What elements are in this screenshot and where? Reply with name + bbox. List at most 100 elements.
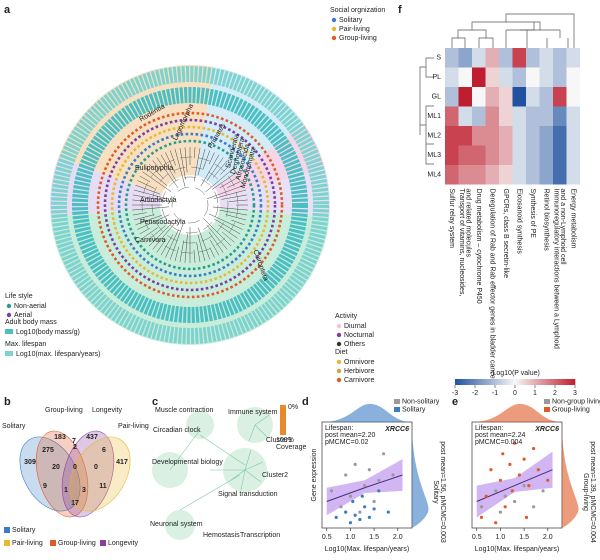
point (344, 510, 348, 514)
point (386, 510, 390, 514)
heat-cell (472, 48, 486, 68)
point (546, 478, 550, 482)
panel-label: c (152, 396, 158, 408)
branch (152, 160, 162, 172)
legend-item: Group-living (552, 406, 590, 413)
x-tick-label: 1.5 (519, 534, 529, 541)
heat-cell (553, 106, 567, 126)
annotation: post mean=2.20 (325, 432, 376, 439)
colorbar-step (565, 379, 568, 385)
venn-count: 6 (102, 447, 106, 454)
colorbar-step (493, 379, 496, 385)
panel-label: d (302, 396, 309, 408)
colorbar-step (537, 379, 540, 385)
venn-count: 437 (86, 434, 98, 441)
heat-cell (445, 126, 459, 146)
heat-cell (445, 67, 459, 87)
colorbar-tick-label: -3 (452, 390, 458, 397)
branch (222, 231, 235, 243)
legend-swatch (394, 399, 400, 404)
colorbar-step (559, 379, 562, 385)
network-graphics (152, 405, 286, 540)
branch (139, 227, 151, 235)
legend-item: Pair-living (12, 540, 43, 547)
point (498, 478, 503, 482)
legend-item: Group-living (339, 35, 377, 42)
legend-item: Log10(body mass/g) (16, 329, 80, 336)
heat-cell (472, 145, 486, 165)
legend-item: Non-group living (552, 398, 600, 405)
dendrogram (419, 13, 575, 165)
colorbar-step (563, 379, 566, 385)
colorbar-step (477, 379, 480, 385)
branch (184, 233, 188, 263)
heat-cell (539, 165, 553, 185)
heat-cell (566, 48, 580, 68)
branch (156, 238, 167, 253)
heat-cell (566, 165, 580, 185)
venn-count: 309 (24, 459, 36, 466)
point (527, 484, 531, 488)
point (367, 515, 371, 520)
colorbar-step (521, 379, 524, 385)
venn-count: 1 (64, 487, 68, 494)
trait-dot-ring (124, 139, 256, 271)
column-label: Retinol biosynthesis (542, 189, 549, 252)
heat-cell (445, 106, 459, 126)
column-label: Eicosanoid synthesis (515, 189, 522, 255)
row-label: S (436, 55, 441, 62)
heat-cell (445, 48, 459, 68)
legend-dot (336, 323, 342, 329)
point (367, 468, 371, 472)
network-label: Cluster2 (262, 472, 288, 479)
legend-dot (336, 368, 342, 374)
branch (193, 249, 196, 263)
colorbar-step (497, 379, 500, 385)
colorbar-step (461, 379, 464, 385)
colorbar-step (465, 379, 468, 385)
venn-count: 9 (43, 483, 47, 490)
heat-cell (458, 126, 472, 146)
x-tick-label: 0.5 (322, 534, 332, 541)
heat-cell (458, 145, 472, 165)
colorbar-tick-label: -1 (492, 390, 498, 397)
colorbar-step (573, 379, 576, 385)
heat-cell (553, 165, 567, 185)
point (363, 505, 367, 509)
branch (208, 152, 215, 165)
branch (209, 247, 215, 258)
branch (160, 154, 177, 181)
branch (214, 189, 247, 199)
branch (214, 218, 241, 235)
heat-cell (512, 106, 526, 126)
point (513, 441, 517, 445)
point (510, 489, 514, 493)
branch (142, 227, 159, 239)
heat-cell (553, 126, 567, 146)
heat-cell (539, 67, 553, 87)
side-annotation: Group-living (582, 473, 589, 511)
row-label: ML2 (427, 133, 441, 140)
colorbar-step (479, 379, 482, 385)
heat-cell (485, 165, 499, 185)
venn-count: 7 (72, 438, 76, 445)
venn-set (61, 430, 115, 518)
branch (169, 150, 176, 166)
point (391, 473, 395, 477)
point (348, 494, 353, 498)
point (381, 452, 386, 456)
point (531, 505, 536, 509)
colorbar-step (535, 379, 538, 385)
colorbar-step (545, 379, 548, 385)
colorbar-step (499, 379, 502, 385)
x-axis-label: Log10(Max. lifespan/years) (325, 546, 409, 553)
colorbar-step (525, 379, 528, 385)
legend-dot (331, 35, 337, 41)
side-annotation: post mean=1.39, pMCMC=0.004 (589, 441, 596, 543)
branch (211, 171, 238, 190)
heat-cell (458, 48, 472, 68)
clade-label: Perissodactyla (140, 219, 186, 226)
side-annotation: post mean=1.56, pMCMC=0.003 (439, 441, 446, 543)
x-tick-label: 1.5 (369, 534, 379, 541)
x-tick-label: 1.0 (346, 534, 356, 541)
